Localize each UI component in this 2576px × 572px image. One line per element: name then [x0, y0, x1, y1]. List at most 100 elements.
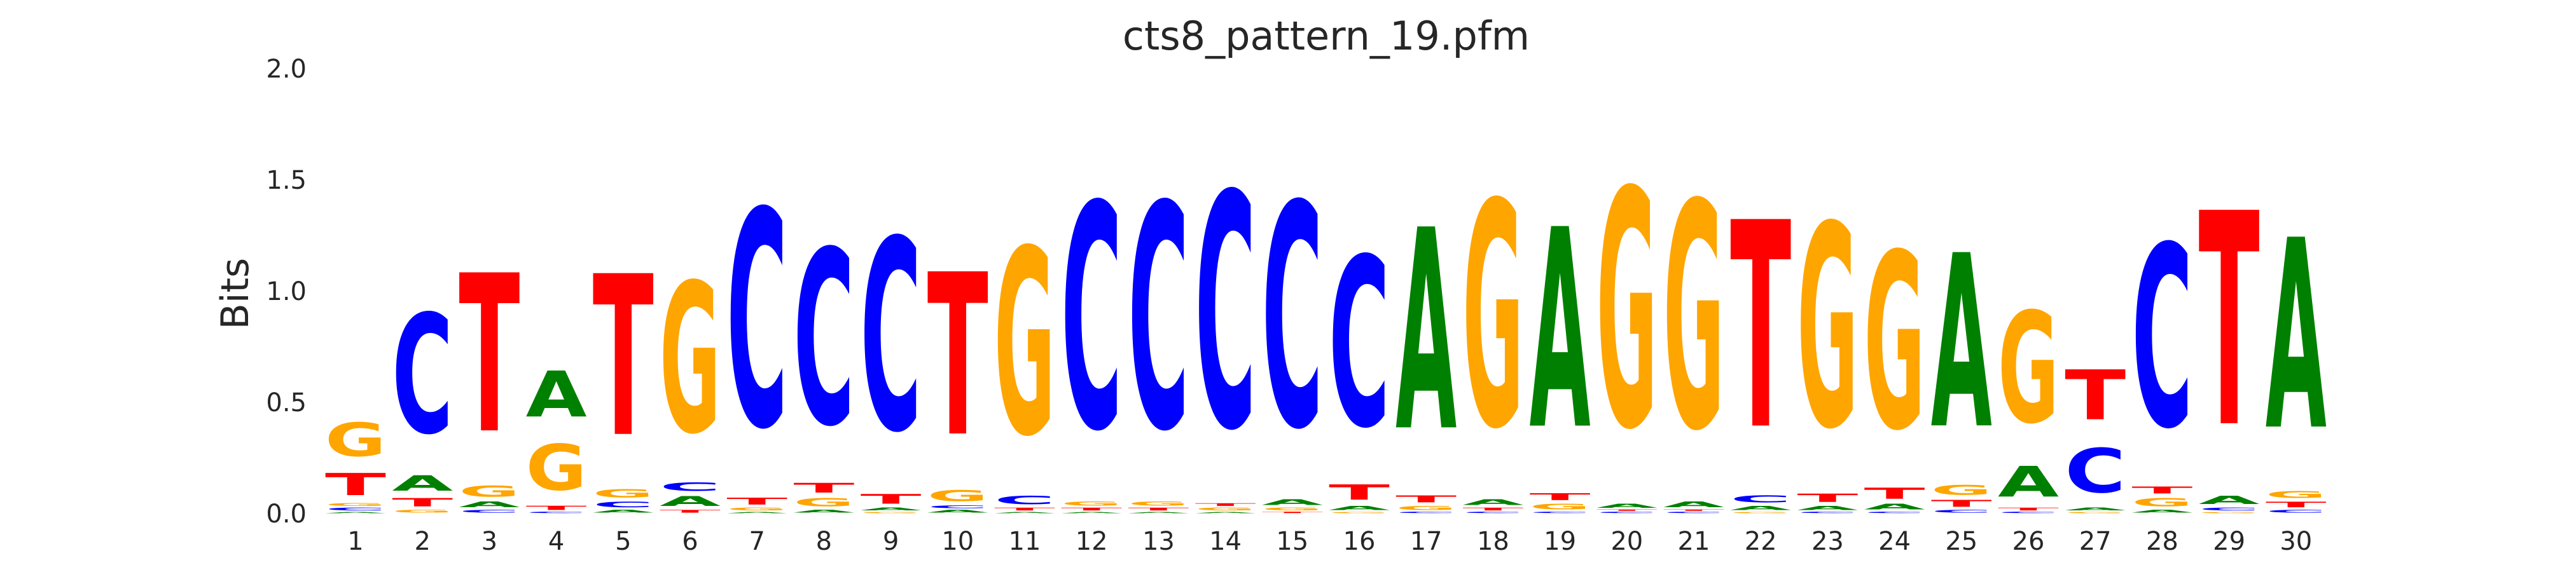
logo-letter-C: C — [1998, 512, 2059, 514]
x-tick-label: 29 — [2213, 527, 2245, 556]
logo-letter-G: G — [1797, 168, 1858, 491]
logo-letter-T: T — [1530, 491, 1591, 502]
chart-title: cts8_pattern_19.pfm — [1123, 13, 1530, 59]
logo-letter-G: G — [1998, 281, 2059, 458]
logo-letter-C: C — [1128, 140, 1189, 499]
logo-letter-T: T — [2065, 356, 2126, 435]
logo-letter-G: G — [793, 496, 854, 509]
logo-letter-G: G — [927, 487, 988, 505]
logo-letter-C: C — [1797, 512, 1858, 514]
logo-letter-T: T — [1998, 507, 2059, 512]
logo-letter-C: C — [861, 186, 922, 491]
logo-letter-G: G — [526, 432, 587, 505]
x-tick-label: 8 — [816, 527, 832, 556]
logo-letter-C: C — [526, 512, 587, 514]
x-tick-label: 30 — [2280, 527, 2312, 556]
x-tick-label: 24 — [1878, 527, 1911, 556]
x-tick-label: 19 — [1544, 527, 1576, 556]
logo-letter-C: C — [1931, 509, 1992, 514]
logo-letter-C: C — [1329, 210, 1390, 480]
logo-letter-G: G — [459, 482, 520, 500]
logo-letter-C: C — [2131, 194, 2192, 484]
logo-letter-A: A — [861, 507, 922, 512]
logo-letter-T: T — [2266, 500, 2327, 509]
logo-letter-T: T — [1730, 163, 1792, 493]
logo-letter-T: T — [1931, 498, 1992, 509]
logo-letter-A: A — [927, 509, 988, 514]
logo-letter-G: G — [1530, 503, 1591, 512]
logo-letter-G: G — [1395, 505, 1457, 511]
logo-letter-A: A — [994, 512, 1055, 514]
x-tick-label: 28 — [2146, 527, 2178, 556]
logo-letter-A: A — [1128, 512, 1189, 514]
logo-letter-G: G — [392, 509, 453, 514]
logo-letter-T: T — [861, 491, 922, 507]
x-tick-label: 21 — [1678, 527, 1710, 556]
logo-letter-A: A — [2065, 507, 2126, 512]
logo-letter-A: A — [660, 493, 721, 508]
logo-letter-T: T — [526, 505, 587, 512]
logo-letter-C: C — [1663, 512, 1724, 514]
logo-letter-T: T — [593, 230, 654, 487]
logo-letter-A: A — [793, 509, 854, 514]
logo-letter-G: G — [325, 414, 386, 467]
y-tick-label: 1.0 — [266, 277, 307, 306]
logo-letter-C: C — [593, 500, 654, 509]
x-tick-label: 25 — [1945, 527, 1977, 556]
logo-letter-T: T — [1395, 494, 1457, 505]
logo-letter-T: T — [2199, 153, 2261, 493]
x-tick-label: 17 — [1410, 527, 1443, 556]
logo-letter-G: G — [1329, 511, 1390, 514]
x-tick-label: 5 — [615, 527, 631, 556]
logo-letter-A: A — [1462, 498, 1523, 507]
x-tick-label: 3 — [481, 527, 497, 556]
logo-letter-A: A — [1998, 458, 2059, 507]
logo-letter-G: G — [1864, 203, 1925, 484]
x-axis-ticks: 1 2 3 4 5 6 7 8 9 10 11 12 13 14 15 16 17 18 19 20 21 22 23 24 2… — [347, 527, 2312, 556]
logo-letter-A: A — [2199, 494, 2261, 507]
x-tick-label: 14 — [1209, 527, 1242, 556]
logo-letter-G: G — [1663, 139, 1724, 500]
x-tick-label: 23 — [1811, 527, 1844, 556]
logo-letter-T: T — [1864, 484, 1925, 502]
y-axis-label: Bits — [213, 258, 258, 330]
logo-letter-T: T — [1061, 507, 1122, 512]
x-tick-label: 16 — [1343, 527, 1376, 556]
y-tick-label: 1.5 — [266, 166, 307, 195]
logo-letter-T: T — [459, 229, 520, 482]
logo-letter-G: G — [2065, 511, 2126, 514]
logo-letter-C: C — [1262, 141, 1323, 498]
logo-letter-G: G — [1195, 507, 1256, 512]
logo-letter-C: C — [994, 494, 1055, 507]
logo-letter-C: C — [1395, 512, 1457, 514]
logo-letter-C: C — [927, 505, 988, 509]
logo-letter-G: G — [1462, 139, 1523, 498]
logo-letter-G: G — [1262, 507, 1323, 512]
x-tick-label: 27 — [2079, 527, 2112, 556]
logo-letter-G: G — [2131, 496, 2192, 509]
logo-letter-T: T — [1262, 512, 1323, 514]
x-tick-label: 18 — [1477, 527, 1509, 556]
x-tick-label: 7 — [749, 527, 765, 556]
logo-letter-G: G — [325, 503, 386, 507]
logo-letter-T: T — [994, 507, 1055, 512]
logo-letter-A: A — [1730, 505, 1791, 512]
logo-letter-T: T — [1663, 509, 1724, 511]
